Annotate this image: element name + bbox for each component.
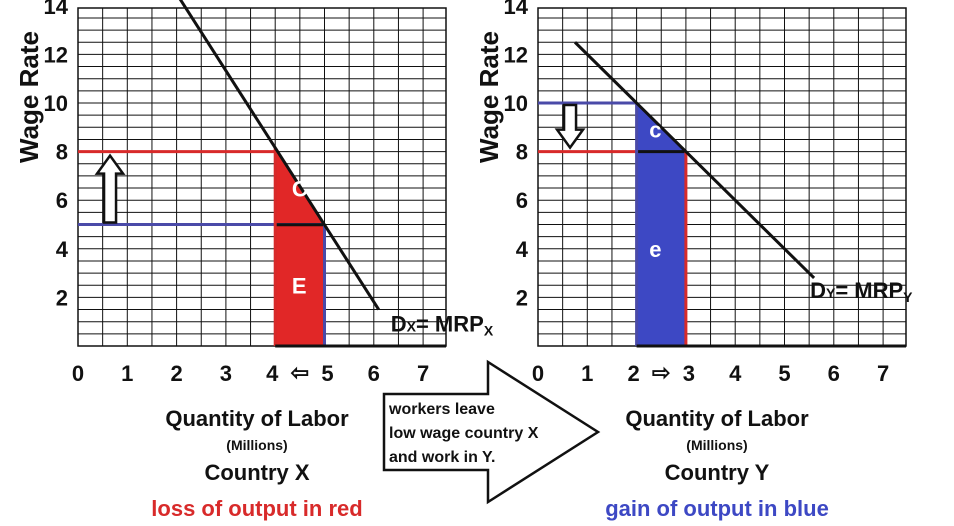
plot-frame [77, 7, 447, 347]
y-tick-label: 2 [516, 285, 528, 310]
y-tick-label: 6 [56, 188, 68, 213]
x-tick-label: 4 [266, 361, 279, 386]
x-axis-label: Quantity of Labor [165, 406, 349, 431]
x-axis-unit: (Millions) [686, 437, 747, 453]
demand-curve [573, 41, 816, 280]
country-name: Country X [204, 460, 309, 485]
x-tick-label: 6 [368, 361, 380, 386]
area-label-bottom: e [649, 237, 661, 262]
x-tick-label: 3 [683, 361, 695, 386]
area-label-top: c [649, 117, 661, 142]
grid [77, 8, 446, 347]
x-tick-label: 1 [121, 361, 133, 386]
y-tick-label: 8 [56, 140, 68, 165]
area-label-bottom: E [292, 273, 307, 298]
x-tick-label: 4 [729, 361, 742, 386]
demand-curve [178, 0, 380, 311]
x-tick-label: 7 [877, 361, 889, 386]
grid [537, 8, 906, 347]
y-tick-label: 6 [516, 188, 528, 213]
y-tick-label: 12 [44, 42, 68, 67]
x-tick-label: 0 [532, 361, 544, 386]
y-tick-label: 4 [516, 237, 529, 262]
x-tick-label: 5 [778, 361, 790, 386]
demand-curve-label: DY= MRPY [810, 278, 913, 305]
y-tick-label: 10 [44, 91, 68, 116]
wage-down-arrow [554, 103, 586, 150]
y-tick-label: 12 [504, 42, 528, 67]
labor-shift-arrow: ⇨ [652, 360, 670, 385]
x-tick-label: 2 [170, 361, 182, 386]
output-area [636, 103, 686, 346]
x-tick-label: 2 [627, 361, 639, 386]
x-tick-label: 1 [581, 361, 593, 386]
x-tick-label: 5 [321, 361, 333, 386]
y-axis-label: Wage Rate [14, 31, 44, 163]
output-caption: gain of output in blue [605, 496, 829, 521]
y-tick-label: 8 [516, 140, 528, 165]
x-tick-label: 7 [417, 361, 429, 386]
wage-up-arrow [94, 153, 126, 224]
migration-note-line-2: low wage country X [389, 425, 539, 442]
y-axis-label: Wage Rate [474, 31, 504, 163]
output-caption: loss of output in red [151, 496, 362, 521]
y-tick-label: 14 [504, 0, 529, 19]
output-area [275, 147, 325, 346]
y-tick-label: 14 [44, 0, 69, 19]
country-name: Country Y [665, 460, 770, 485]
x-axis-label: Quantity of Labor [625, 406, 809, 431]
y-tick-label: 4 [56, 237, 69, 262]
y-tick-label: 10 [504, 91, 528, 116]
migration-note-line-3: and work in Y. [389, 449, 495, 466]
x-tick-label: 0 [72, 361, 84, 386]
y-tick-label: 2 [56, 285, 68, 310]
area-label-top: C [292, 176, 308, 201]
demand-curve-label: DX= MRPX [391, 312, 494, 339]
migration-note-line-1: workers leave [388, 401, 495, 418]
x-axis-unit: (Millions) [226, 437, 287, 453]
x-tick-label: 3 [220, 361, 232, 386]
labor-shift-arrow: ⇦ [291, 360, 309, 385]
x-tick-label: 6 [828, 361, 840, 386]
migration-arrow [382, 359, 601, 505]
